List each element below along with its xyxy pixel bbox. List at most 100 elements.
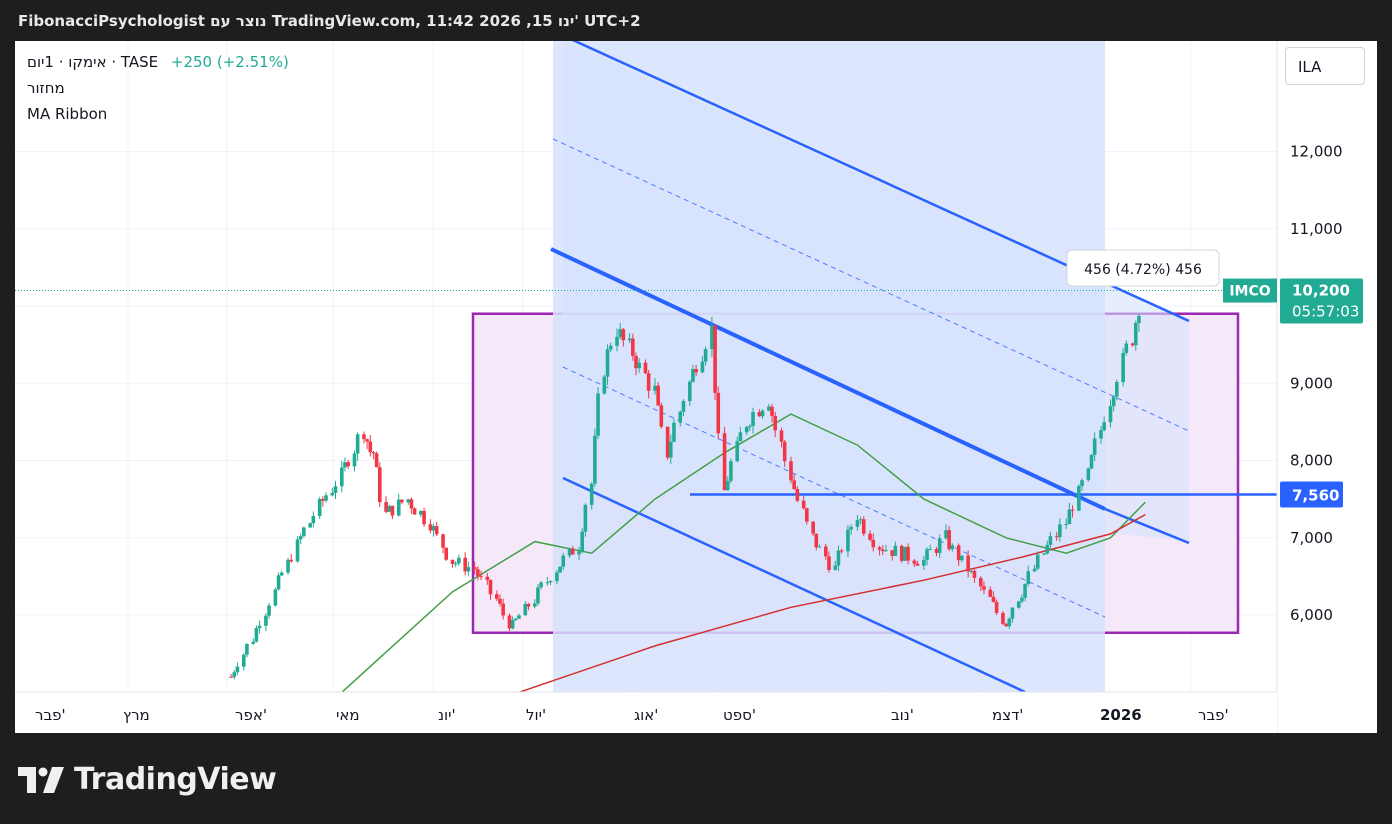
- candle-body: [947, 530, 951, 550]
- time-axis-label: אוג': [634, 706, 658, 724]
- candle-body: [827, 556, 831, 570]
- candle-body: [846, 529, 850, 552]
- candle-body: [637, 362, 641, 369]
- candle-body: [526, 603, 531, 607]
- footer-brand: TradingView: [74, 762, 277, 797]
- candle-body: [276, 575, 281, 590]
- candle-body: [241, 654, 246, 667]
- symbol-tag-box: [1223, 278, 1277, 303]
- channel-lower-mid-line: [562, 366, 1106, 618]
- candle-body: [805, 508, 809, 522]
- candle-body: [343, 462, 347, 468]
- candle-body: [738, 432, 743, 442]
- candle-body: [678, 411, 683, 423]
- candle-body: [1020, 597, 1024, 602]
- candle-body: [877, 547, 882, 550]
- candle-body: [321, 499, 325, 501]
- chart-title: FibonacciPsychologist נוצר עם TradingVie…: [18, 12, 641, 30]
- candle-body: [621, 329, 626, 341]
- symbol-legend[interactable]: אימקו · 1יום · TASE +250 (+2.51%): [27, 53, 289, 71]
- candle-body: [577, 551, 581, 555]
- candle-body: [279, 572, 284, 576]
- candle-body: [1092, 438, 1097, 455]
- candle-body: [760, 410, 765, 417]
- candle-body: [340, 467, 344, 487]
- candle-body: [855, 520, 860, 527]
- candle-body: [355, 434, 360, 454]
- candle-body: [589, 483, 594, 505]
- candle-body: [725, 480, 730, 491]
- symbol-line[interactable]: אימקו · 1יום · TASE: [27, 53, 159, 71]
- candle-body: [1042, 553, 1046, 555]
- chart-canvas[interactable]: 456 (4.72%) 456 6,000 7,000 8,000 9,000 11,00…: [15, 41, 1377, 733]
- candle-body: [903, 546, 907, 561]
- candle-body: [536, 587, 540, 604]
- candle-body: [934, 549, 939, 553]
- candle-body: [1108, 406, 1113, 423]
- candle-body: [899, 545, 904, 561]
- tradingview-logo-icon: [18, 766, 64, 793]
- channel-lower-line[interactable]: [562, 476, 1026, 694]
- candle-body: [1016, 601, 1021, 608]
- candle-body: [744, 426, 749, 433]
- candle-body: [264, 615, 268, 626]
- candle-body: [1077, 486, 1081, 511]
- candle-body: [767, 406, 771, 411]
- candle-body: [789, 461, 793, 481]
- candle-body: [978, 577, 983, 587]
- main-trendline[interactable]: [550, 247, 1106, 511]
- candle-body: [450, 559, 455, 564]
- candle-body: [928, 549, 932, 551]
- candle-body: [532, 603, 537, 607]
- candle-body: [966, 555, 970, 572]
- price-axis-label: 12,000: [1290, 143, 1343, 161]
- candle-body: [801, 500, 806, 509]
- candle-body: [811, 521, 815, 534]
- candle-body: [545, 582, 550, 584]
- price-axis: 6,000 7,000 8,000 9,000 11,000 12,000: [1276, 41, 1377, 733]
- candle-body: [944, 530, 948, 539]
- candle-body: [729, 461, 733, 481]
- candle-body: [485, 576, 490, 580]
- candle-body: [833, 565, 838, 570]
- candle-body: [308, 523, 312, 528]
- candle-body: [779, 430, 784, 442]
- candle-body: [722, 433, 727, 491]
- candle-body: [618, 329, 622, 337]
- candle-body: [1089, 454, 1094, 469]
- candle-body: [1010, 607, 1015, 619]
- candle-body: [1045, 544, 1050, 554]
- candle-body: [710, 325, 714, 350]
- ma-ribbon-indicator-label[interactable]: MA Ribbon: [27, 105, 108, 123]
- candle-body: [419, 510, 423, 515]
- candle-body: [406, 499, 411, 503]
- candle-body: [254, 628, 259, 642]
- candle-body: [463, 557, 467, 572]
- candle-body: [311, 516, 316, 524]
- candle-body: [681, 401, 686, 412]
- last-price-value: 10,200: [1292, 282, 1350, 300]
- candle-body: [817, 546, 822, 548]
- currency-button[interactable]: ILA: [1285, 47, 1365, 85]
- price-change: +250 (+2.51%): [170, 53, 289, 71]
- candle-body: [982, 586, 986, 590]
- candle-body: [371, 452, 376, 454]
- ma-fast-line: [341, 413, 1146, 693]
- candle-body: [814, 533, 819, 548]
- candle-body: [1048, 536, 1053, 545]
- candle-body: [1111, 396, 1116, 407]
- candle-body: [400, 499, 404, 503]
- candle-body: [235, 666, 240, 673]
- chart-area[interactable]: 456 (4.72%) 456 6,000 7,000 8,000 9,000 11,00…: [15, 41, 1377, 733]
- candle-body: [374, 453, 379, 468]
- volume-indicator-label[interactable]: מחזור: [27, 79, 65, 97]
- candle-body: [517, 615, 521, 619]
- candle-body: [991, 596, 996, 602]
- candle-body: [523, 603, 528, 616]
- candle-body: [795, 489, 800, 501]
- candle-body: [387, 505, 392, 512]
- candle-body: [823, 546, 828, 557]
- candle-body: [627, 338, 632, 341]
- candle-body: [539, 582, 543, 588]
- candle-body: [289, 559, 294, 562]
